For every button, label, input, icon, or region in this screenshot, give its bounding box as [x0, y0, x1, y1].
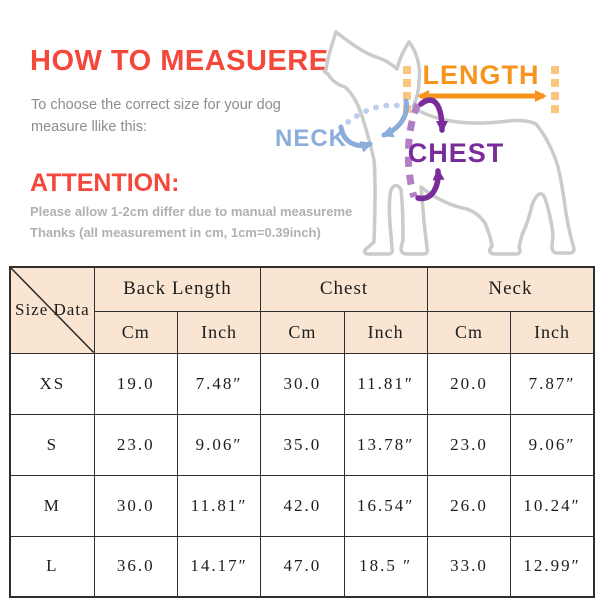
value-cell: 35.0	[260, 413, 345, 476]
value-cell: 23.0	[426, 413, 512, 476]
neck-arrow-small	[338, 124, 373, 153]
attention-note-line-2: Thanks (all measurement in cm, 1cm=0.39i…	[30, 224, 321, 240]
value-cell: 11.81″	[176, 474, 262, 537]
chest-arrow-bottom	[415, 168, 445, 202]
value-cell: 47.0	[260, 535, 345, 598]
page-title: HOW TO MEASUERE	[30, 45, 329, 77]
chest-dashed-line	[404, 102, 422, 198]
size-cell: L	[9, 535, 95, 598]
size-cell: S	[9, 413, 95, 476]
value-cell: 30.0	[93, 474, 178, 537]
table-row-l: L 36.0 14.17″ 47.0 18.5 ″ 33.0 12.99″	[9, 535, 595, 598]
value-cell: 23.0	[93, 413, 178, 476]
neck-arrow-large	[381, 98, 410, 138]
table-row-m: M 30.0 11.81″ 42.0 16.54″ 26.0 10.24″	[9, 474, 595, 537]
neck-dotted-line	[345, 102, 404, 125]
size-chart-table: Size Data Back Length Chest Neck Cm Inch…	[9, 266, 595, 598]
group-header-chest: Chest	[260, 266, 428, 312]
value-cell: 9.06″	[176, 413, 262, 476]
value-cell: 30.0	[260, 352, 345, 415]
value-cell: 18.5 ″	[343, 535, 428, 598]
value-cell: 7.48″	[176, 352, 262, 415]
value-cell: 42.0	[260, 474, 345, 537]
value-cell: 19.0	[93, 352, 178, 415]
value-cell: 14.17″	[176, 535, 262, 598]
value-cell: 16.54″	[343, 474, 428, 537]
intro-line-1: To choose the correct size for your dog	[31, 97, 281, 113]
unit-header-neck-inch: Inch	[510, 310, 595, 354]
corner-diagonal-line	[11, 268, 94, 353]
table-row-xs: XS 19.0 7.48″ 30.0 11.81″ 20.0 7.87″	[9, 352, 595, 415]
unit-header-chest-inch: Inch	[343, 310, 428, 354]
value-cell: 7.87″	[510, 352, 595, 415]
value-cell: 26.0	[426, 474, 512, 537]
chest-label: CHEST	[408, 138, 505, 168]
value-cell: 33.0	[426, 535, 512, 598]
group-header-neck: Neck	[426, 266, 595, 312]
dog-outline-illustration	[322, 30, 576, 256]
value-cell: 11.81″	[343, 352, 428, 415]
attention-note-line-1: Please allow 1-2cm differ due to manual …	[30, 204, 353, 219]
unit-header-back-inch: Inch	[176, 310, 262, 354]
unit-header-back-cm: Cm	[93, 310, 178, 354]
dog-measurement-diagram: LENGTH NECK CHEST	[275, 30, 576, 256]
value-cell: 12.99″	[510, 535, 595, 598]
value-cell: 20.0	[426, 352, 512, 415]
corner-label: Size Data	[15, 300, 90, 320]
value-cell: 9.06″	[510, 413, 595, 476]
intro-text: To choose the correct size for your dog …	[31, 95, 281, 139]
value-cell: 10.24″	[510, 474, 595, 537]
corner-cell: Size Data	[9, 266, 95, 354]
neck-label: NECK	[275, 125, 347, 152]
attention-note: Please allow 1-2cm differ due to manual …	[30, 202, 352, 244]
table-row-s: S 23.0 9.06″ 35.0 13.78″ 23.0 9.06″	[9, 413, 595, 476]
unit-header-chest-cm: Cm	[260, 310, 345, 354]
unit-header-neck-cm: Cm	[426, 310, 512, 354]
size-cell: M	[9, 474, 95, 537]
chest-arrow-top	[418, 97, 448, 133]
value-cell: 13.78″	[343, 413, 428, 476]
attention-heading: ATTENTION:	[30, 169, 180, 197]
value-cell: 36.0	[93, 535, 178, 598]
length-label: LENGTH	[423, 60, 540, 90]
size-cell: XS	[9, 352, 95, 415]
intro-line-2: measure llike this:	[31, 118, 148, 135]
group-header-back-length: Back Length	[93, 266, 262, 312]
